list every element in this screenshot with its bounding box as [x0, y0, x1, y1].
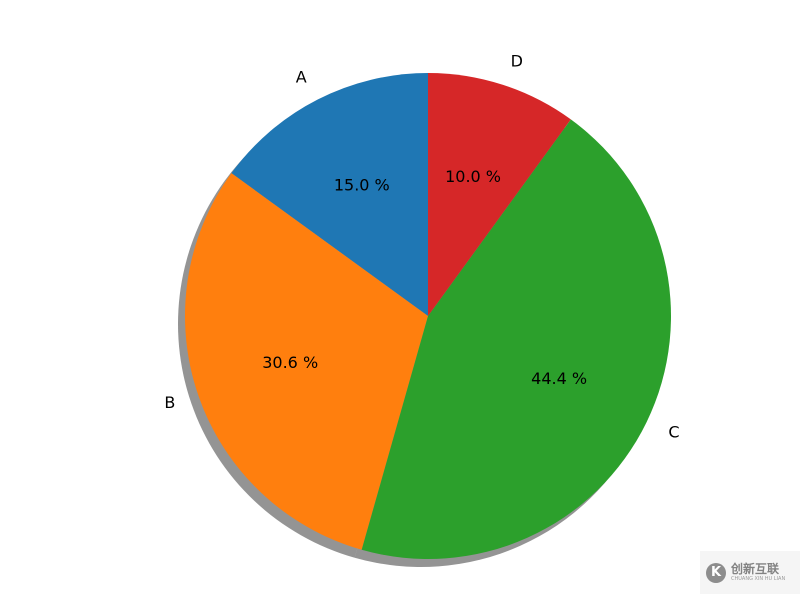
pie-value-label-d: 10.0 % [445, 167, 501, 186]
watermark-text-group: 创新互联 CHUANG XIN HU LIAN [731, 563, 785, 582]
pie-category-label-a: A [296, 67, 307, 86]
pie-slice-b [185, 173, 428, 550]
watermark-logo: K 创新互联 CHUANG XIN HU LIAN [700, 551, 800, 594]
pie-category-label-b: B [164, 393, 175, 412]
pie-value-label-b: 30.6 % [262, 353, 318, 372]
pie-category-label-c: C [668, 422, 679, 441]
pie-slice-c [361, 119, 671, 559]
pie-value-label-c: 44.4 % [531, 369, 587, 388]
watermark-subtext: CHUANG XIN HU LIAN [731, 576, 786, 582]
pie-wedges [185, 73, 671, 559]
watermark-logo-icon: K [706, 562, 726, 583]
pie-slice-a [231, 73, 428, 316]
watermark-text: 创新互联 [731, 562, 780, 576]
pie-value-label-a: 15.0 % [334, 176, 390, 195]
pie-labels: A 15.0 % B 30.6 % C 44.4 % D 10.0 % [164, 51, 679, 441]
pie-category-label-d: D [511, 51, 523, 70]
pie-slice-d [428, 73, 571, 316]
